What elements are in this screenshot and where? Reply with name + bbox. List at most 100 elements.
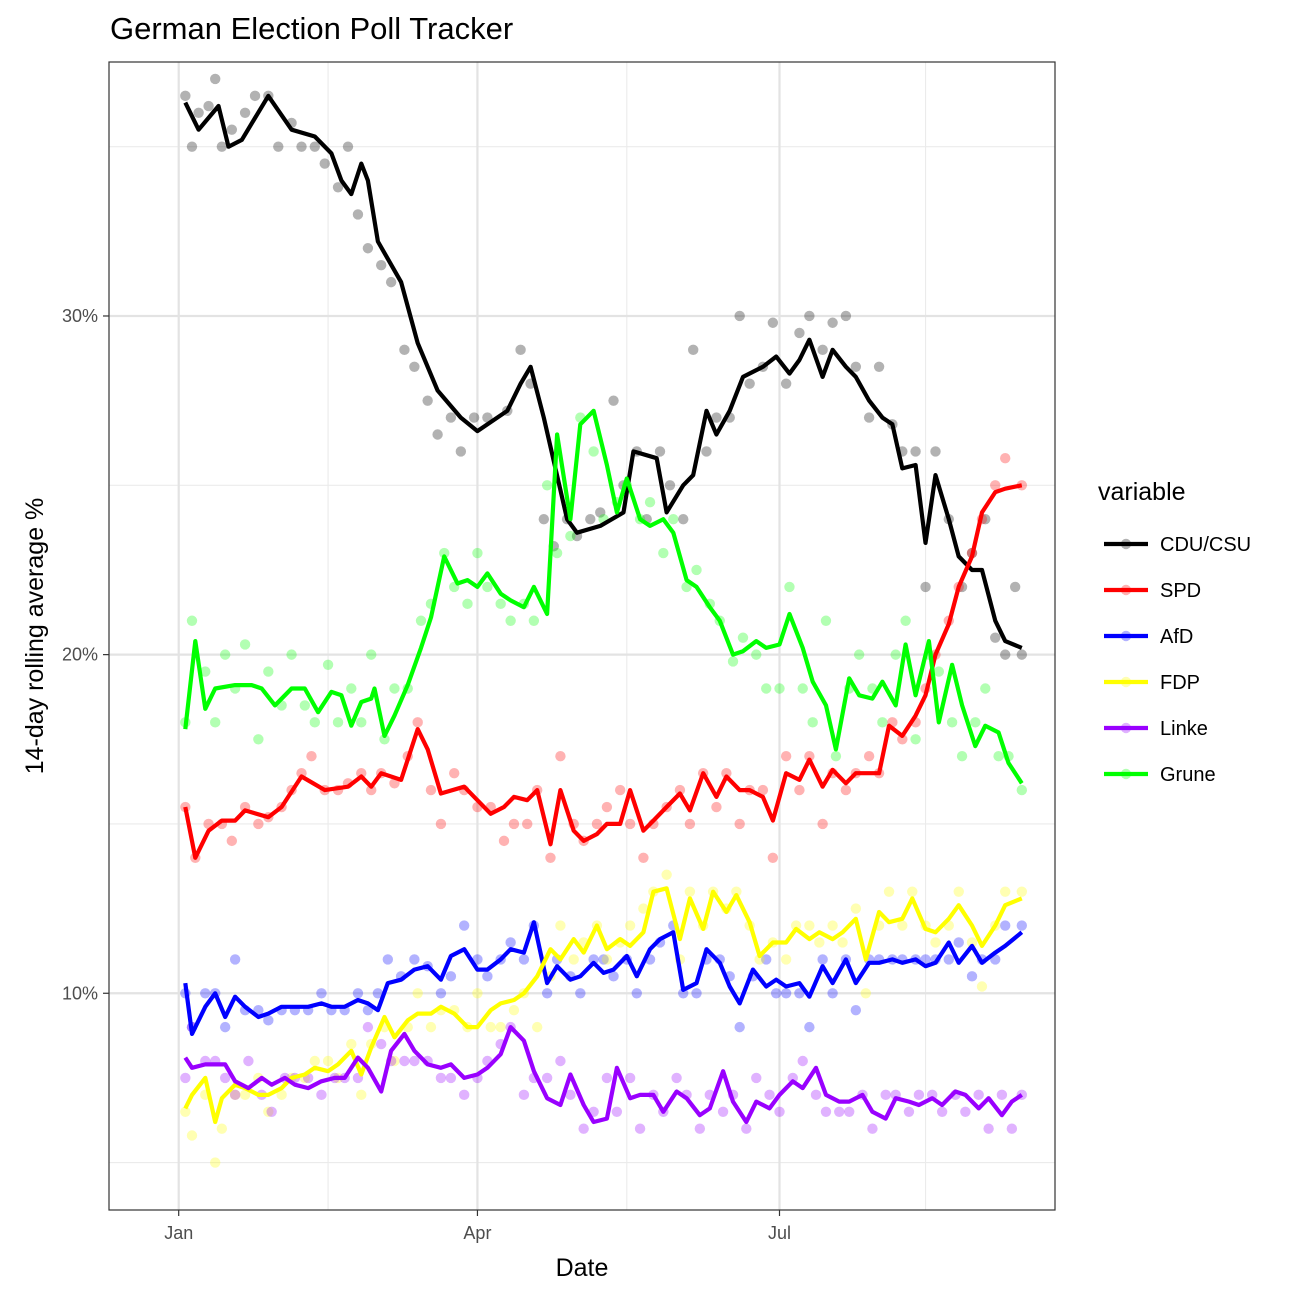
gridlines: [109, 62, 1055, 1210]
data-point: [296, 141, 307, 152]
series-line-cducsu: [183, 93, 1023, 650]
data-point: [873, 361, 885, 372]
data-point: [711, 412, 722, 423]
data-point: [346, 683, 357, 694]
data-point: [608, 395, 619, 406]
data-point: [595, 507, 606, 518]
x-axis-title: Date: [556, 1254, 609, 1282]
chart-title: German Election Poll Tracker: [110, 11, 513, 46]
data-point: [1000, 453, 1011, 464]
data-point: [850, 1005, 862, 1016]
data-point: [591, 818, 603, 830]
data-point: [226, 835, 238, 847]
data-point: [794, 327, 805, 339]
data-point: [286, 649, 297, 660]
data-point: [624, 920, 636, 931]
panel-border: [108, 61, 1056, 1211]
data-point: [844, 1106, 855, 1117]
data-point: [588, 446, 599, 457]
data-point: [1009, 581, 1021, 593]
x-tick-label: Jul: [768, 1223, 791, 1243]
data-point: [342, 141, 354, 152]
data-point: [425, 784, 437, 796]
data-point: [913, 1089, 925, 1101]
data-point: [601, 954, 613, 965]
data-point: [734, 818, 745, 830]
data-point: [229, 1089, 241, 1101]
data-point: [804, 751, 815, 762]
data-point: [804, 310, 815, 322]
data-point: [910, 734, 921, 745]
data-point: [445, 412, 457, 423]
legend-title: variable: [1098, 478, 1186, 506]
data-point: [379, 734, 390, 745]
series-line-linke: [183, 1025, 1023, 1125]
data-point: [253, 818, 264, 830]
data-point: [385, 276, 397, 288]
data-point: [687, 344, 699, 356]
data-point: [219, 649, 231, 660]
data-point: [827, 920, 838, 931]
data-point: [409, 361, 420, 372]
data-point: [186, 615, 198, 626]
data-point: [993, 751, 1004, 762]
data-point: [458, 920, 470, 931]
legend-key-point: [1120, 768, 1132, 780]
series-line-fdp: [183, 886, 1023, 1125]
legend-key-point: [1120, 676, 1132, 688]
data-point: [744, 378, 755, 389]
data-point: [462, 598, 473, 610]
data-point: [522, 818, 533, 830]
data-point: [352, 209, 364, 220]
data-point: [946, 717, 958, 728]
series-line-afd: [183, 920, 1024, 1036]
data-point: [449, 767, 460, 779]
data-point: [711, 801, 722, 813]
data-point: [306, 751, 317, 762]
data-point: [200, 666, 211, 677]
data-point: [810, 1089, 822, 1101]
data-point: [598, 954, 609, 965]
data-point: [309, 141, 320, 152]
data-point: [727, 656, 739, 667]
data-point: [890, 649, 901, 660]
data-point: [372, 988, 384, 999]
data-point: [485, 1021, 496, 1033]
data-point: [435, 818, 447, 830]
data-point: [249, 90, 261, 102]
data-point: [439, 547, 450, 559]
data-point: [691, 564, 702, 576]
data-point: [784, 581, 795, 593]
data-point: [797, 1055, 808, 1067]
data-point: [658, 547, 669, 559]
data-point: [495, 1021, 506, 1033]
data-point: [701, 446, 712, 457]
data-point: [840, 310, 852, 322]
data-point: [943, 954, 954, 965]
data-point: [332, 182, 344, 193]
data-point: [551, 547, 563, 559]
data-point: [721, 767, 732, 779]
x-axis: Jan Apr Jul: [164, 1210, 791, 1243]
data-point: [624, 818, 636, 830]
data-point: [180, 90, 191, 102]
data-point: [366, 784, 377, 796]
data-point: [780, 988, 792, 999]
data-point: [263, 1106, 274, 1117]
y-tick-label: 20%: [62, 645, 98, 665]
data-point: [1006, 1123, 1018, 1134]
data-point: [897, 920, 908, 931]
data-point: [678, 513, 689, 525]
data-point: [614, 784, 626, 796]
x-tick-label: Apr: [463, 1223, 491, 1243]
data-point: [458, 1089, 470, 1101]
data-point: [936, 1106, 948, 1117]
data-point: [505, 937, 516, 948]
data-point: [565, 1089, 576, 1101]
data-point: [910, 446, 921, 457]
data-point: [1016, 920, 1028, 931]
data-point: [472, 988, 483, 999]
data-point: [804, 920, 815, 931]
data-point: [518, 1089, 530, 1101]
data-point: [761, 683, 772, 694]
